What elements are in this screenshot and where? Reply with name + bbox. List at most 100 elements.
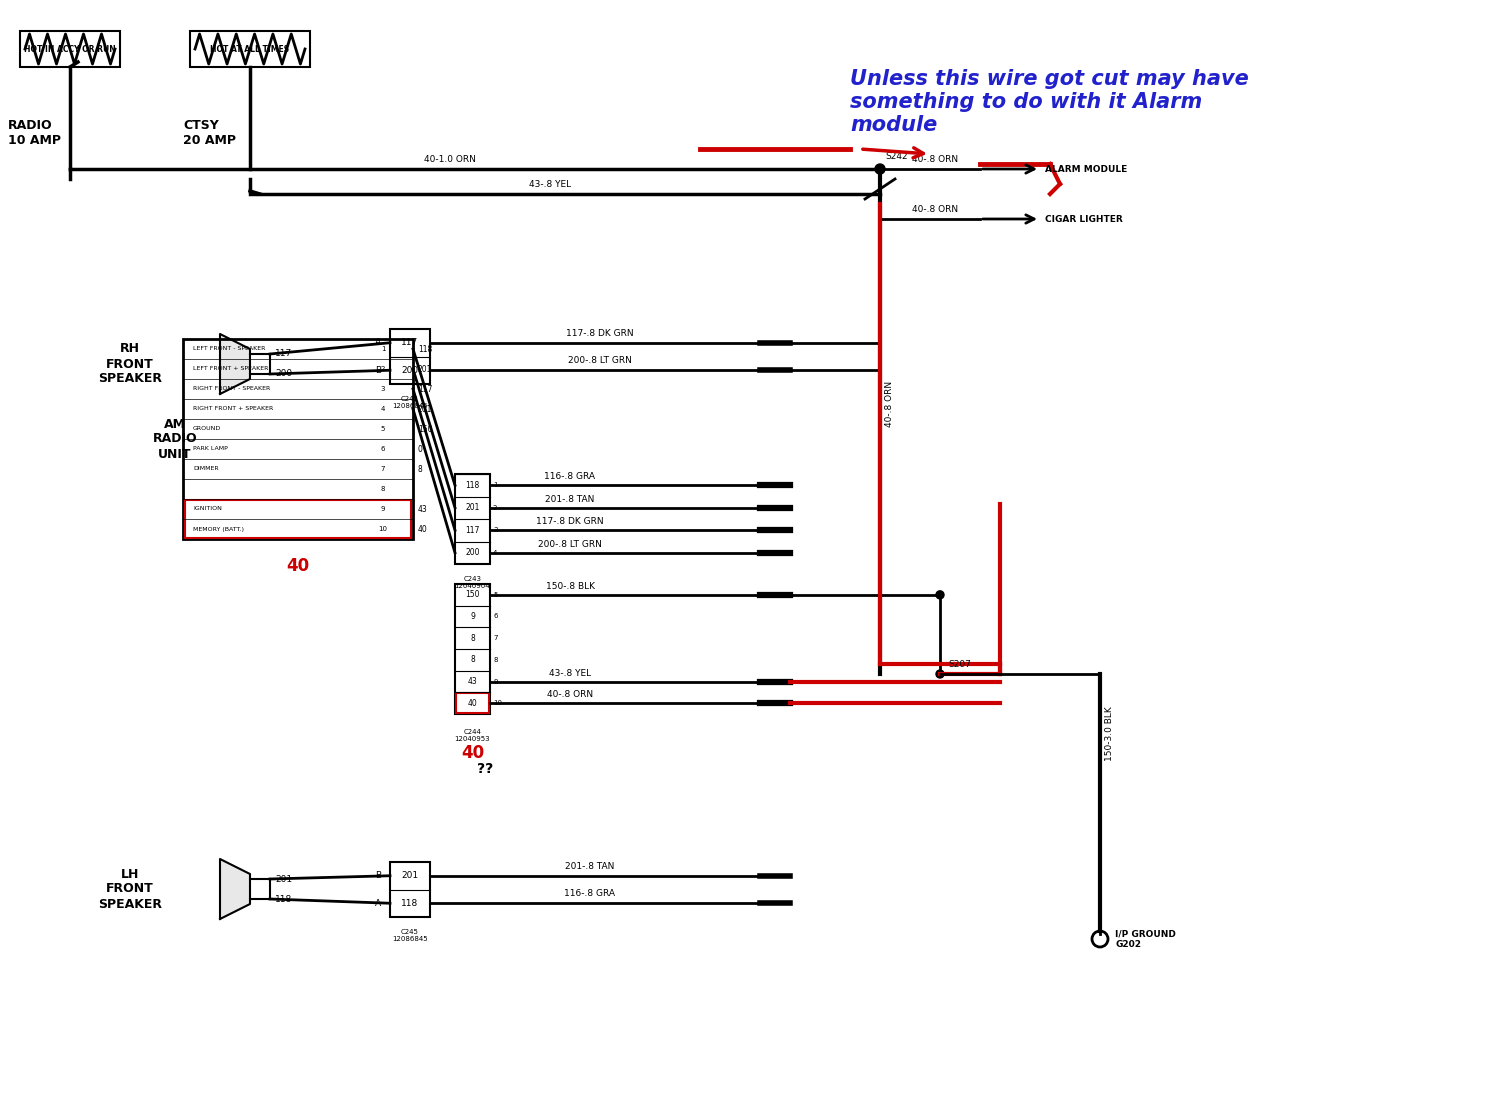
Text: DIMMER: DIMMER <box>193 467 219 471</box>
Text: C244
12040953: C244 12040953 <box>455 729 491 742</box>
Text: 5: 5 <box>381 426 385 432</box>
Text: 40-.8 ORN: 40-.8 ORN <box>912 205 958 214</box>
Text: 0: 0 <box>418 445 423 454</box>
Text: 116-.8 GRA: 116-.8 GRA <box>545 473 595 481</box>
Text: I/P GROUND
G202: I/P GROUND G202 <box>1115 930 1176 948</box>
Text: 7: 7 <box>493 635 497 641</box>
Text: 201-.8 TAN: 201-.8 TAN <box>565 862 615 871</box>
Text: MEMORY (BATT.): MEMORY (BATT.) <box>193 527 244 531</box>
Text: 117: 117 <box>275 350 292 359</box>
Bar <box>19 31 121 67</box>
Text: 4: 4 <box>381 406 385 412</box>
Text: ??: ?? <box>478 762 494 776</box>
Text: 10: 10 <box>378 526 387 532</box>
Text: LEFT FRONT - SPEAKER: LEFT FRONT - SPEAKER <box>193 347 265 351</box>
Text: HOT AT ALL TIMES: HOT AT ALL TIMES <box>210 44 290 53</box>
Text: GROUND: GROUND <box>193 426 222 432</box>
Text: 6: 6 <box>493 614 497 619</box>
Text: RH
FRONT
SPEAKER: RH FRONT SPEAKER <box>98 342 162 385</box>
Text: 117-.8 DK GRN: 117-.8 DK GRN <box>536 518 604 527</box>
Text: 117-.8 DK GRN: 117-.8 DK GRN <box>567 329 634 338</box>
Text: S207: S207 <box>948 660 970 669</box>
Text: 1: 1 <box>381 346 385 352</box>
Text: RADIO
10 AMP: RADIO 10 AMP <box>7 119 61 147</box>
Text: B: B <box>375 365 381 374</box>
Text: 201: 201 <box>402 871 418 880</box>
Text: C245
12086845: C245 12086845 <box>393 928 429 942</box>
Text: 43-.8 YEL: 43-.8 YEL <box>528 180 571 189</box>
Bar <box>183 339 414 539</box>
Circle shape <box>936 670 943 678</box>
Text: 150-.8 BLK: 150-.8 BLK <box>546 582 595 591</box>
Text: AM
RADIO
UNIT: AM RADIO UNIT <box>153 417 198 460</box>
Text: 1: 1 <box>493 482 497 488</box>
Text: 40: 40 <box>286 558 310 575</box>
Text: 8: 8 <box>493 657 497 662</box>
Text: LH
FRONT
SPEAKER: LH FRONT SPEAKER <box>98 868 162 911</box>
Text: 8: 8 <box>418 465 423 474</box>
Bar <box>455 693 490 713</box>
Polygon shape <box>220 859 250 919</box>
Text: ALARM MODULE: ALARM MODULE <box>1045 164 1128 173</box>
Text: 6: 6 <box>381 446 385 452</box>
Text: 40: 40 <box>467 699 478 708</box>
Text: 40-1.0 ORN: 40-1.0 ORN <box>424 155 476 164</box>
Text: C242
12086845: C242 12086845 <box>393 396 429 408</box>
Text: 9: 9 <box>470 612 475 620</box>
Text: 200: 200 <box>466 549 479 558</box>
Text: 150: 150 <box>466 591 479 599</box>
Text: 201: 201 <box>466 503 479 512</box>
Text: 150-3.0 BLK: 150-3.0 BLK <box>1106 707 1115 762</box>
Text: 150: 150 <box>418 425 433 434</box>
Text: 8: 8 <box>381 486 385 492</box>
Text: 200-.8 LT GRN: 200-.8 LT GRN <box>568 357 632 365</box>
Text: 7: 7 <box>381 466 385 473</box>
Text: 40-.8 ORN: 40-.8 ORN <box>885 381 894 427</box>
Text: 10: 10 <box>493 700 501 707</box>
Text: 118: 118 <box>402 899 418 907</box>
Text: 117: 117 <box>418 384 433 393</box>
Text: C243
12040904: C243 12040904 <box>455 576 491 590</box>
Text: 2: 2 <box>493 505 497 511</box>
Bar <box>390 862 430 917</box>
Text: CTSY
20 AMP: CTSY 20 AMP <box>183 119 237 147</box>
Text: 200: 200 <box>402 365 418 374</box>
Text: 5: 5 <box>493 592 497 598</box>
Text: 117: 117 <box>402 338 418 348</box>
Text: RIGHT FRONT - SPEAKER: RIGHT FRONT - SPEAKER <box>193 386 271 392</box>
Text: 201: 201 <box>418 404 433 414</box>
Text: 201: 201 <box>418 364 433 373</box>
Text: 8: 8 <box>470 634 475 643</box>
Text: PARK LAMP: PARK LAMP <box>193 446 228 452</box>
Text: 200-.8 LT GRN: 200-.8 LT GRN <box>539 540 603 549</box>
Text: IGNITION: IGNITION <box>193 507 222 511</box>
Text: 118: 118 <box>466 480 479 490</box>
Bar <box>455 474 490 564</box>
Text: 4: 4 <box>493 550 497 555</box>
Circle shape <box>936 591 943 598</box>
Text: 3: 3 <box>493 528 497 533</box>
Text: 201-.8 TAN: 201-.8 TAN <box>545 495 595 503</box>
Text: 40: 40 <box>418 524 427 533</box>
Bar <box>390 329 430 384</box>
Text: RIGHT FRONT + SPEAKER: RIGHT FRONT + SPEAKER <box>193 406 274 412</box>
Bar <box>185 500 411 538</box>
Text: 201: 201 <box>275 874 292 883</box>
Text: 2: 2 <box>381 367 385 372</box>
Text: HOT IN ACCY OR RUN: HOT IN ACCY OR RUN <box>24 44 116 53</box>
Text: 9: 9 <box>381 506 385 512</box>
Text: A: A <box>375 899 381 907</box>
Text: B: B <box>375 871 381 880</box>
Text: CIGAR LIGHTER: CIGAR LIGHTER <box>1045 214 1123 223</box>
Text: A: A <box>375 338 381 348</box>
Bar <box>455 584 490 714</box>
Text: 9: 9 <box>493 679 497 684</box>
Text: 43: 43 <box>467 677 478 686</box>
Text: 8: 8 <box>470 656 475 665</box>
Text: 118: 118 <box>275 894 292 903</box>
Text: 117: 117 <box>466 526 479 534</box>
Circle shape <box>875 164 885 174</box>
Text: Unless this wire got cut may have
something to do with it Alarm
module: Unless this wire got cut may have someth… <box>850 68 1248 136</box>
Text: 40-.8 ORN: 40-.8 ORN <box>548 690 594 699</box>
Text: S242: S242 <box>885 152 908 161</box>
